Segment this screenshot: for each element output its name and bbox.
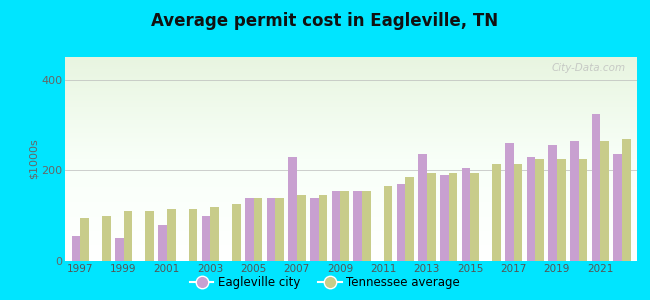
Bar — [318, 195, 327, 261]
Bar — [557, 159, 566, 261]
Bar — [245, 197, 254, 261]
Bar — [570, 141, 578, 261]
Bar — [167, 209, 176, 261]
Bar — [188, 209, 197, 261]
Bar — [72, 236, 80, 261]
Bar — [578, 159, 587, 261]
Bar — [613, 154, 622, 261]
Bar — [115, 238, 124, 261]
Bar — [492, 164, 500, 261]
Bar — [124, 211, 132, 261]
Bar — [232, 204, 240, 261]
Bar — [266, 197, 275, 261]
Bar — [353, 191, 362, 261]
Bar — [526, 157, 535, 261]
Bar — [600, 141, 609, 261]
Bar — [275, 197, 284, 261]
Text: City-Data.com: City-Data.com — [551, 63, 625, 73]
Bar — [548, 146, 557, 261]
Bar — [514, 164, 522, 261]
Bar — [158, 225, 167, 261]
Bar — [470, 172, 479, 261]
Bar — [202, 216, 210, 261]
Bar — [340, 191, 349, 261]
Bar — [288, 157, 297, 261]
Bar — [448, 172, 457, 261]
Bar — [440, 175, 448, 261]
Bar — [102, 216, 110, 261]
Bar — [427, 172, 436, 261]
Y-axis label: $1000s: $1000s — [29, 139, 38, 179]
Bar — [405, 177, 414, 261]
Bar — [145, 211, 154, 261]
Bar — [418, 154, 427, 261]
Bar — [396, 184, 405, 261]
Bar — [310, 197, 318, 261]
Bar — [592, 114, 600, 261]
Bar — [462, 168, 470, 261]
Text: Average permit cost in Eagleville, TN: Average permit cost in Eagleville, TN — [151, 12, 499, 30]
Bar — [210, 207, 219, 261]
Bar — [362, 191, 370, 261]
Bar — [384, 186, 392, 261]
Bar — [535, 159, 544, 261]
Bar — [254, 197, 262, 261]
Legend: Eagleville city, Tennessee average: Eagleville city, Tennessee average — [185, 272, 465, 294]
Bar — [622, 139, 630, 261]
Bar — [505, 143, 514, 261]
Bar — [297, 195, 306, 261]
Bar — [332, 191, 340, 261]
Bar — [80, 218, 89, 261]
